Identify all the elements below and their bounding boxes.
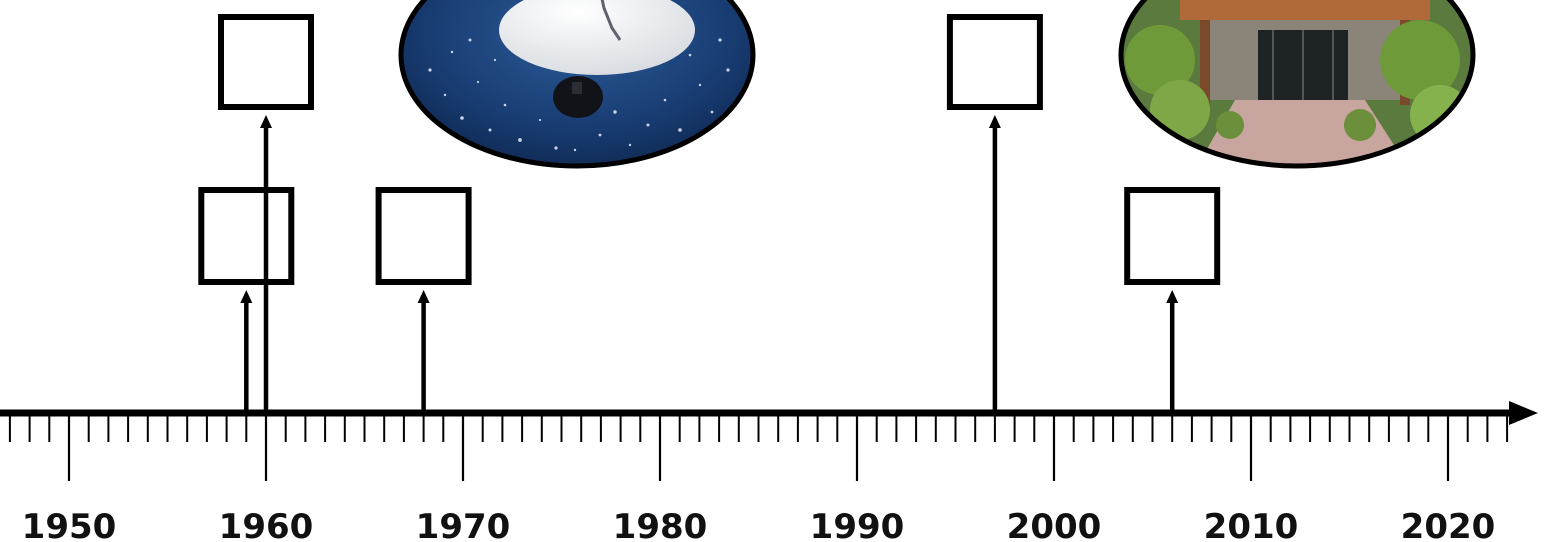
year-label-1990: 1990	[810, 507, 905, 542]
year-label-1960: 1960	[219, 507, 314, 542]
year-label-1970: 1970	[416, 507, 511, 542]
event-1997-box	[946, 14, 1043, 110]
event-1959-arrowhead	[240, 290, 253, 303]
building-photo	[1118, 0, 1476, 169]
year-label-1950: 1950	[22, 507, 117, 542]
event-1960	[218, 14, 314, 411]
event-1968	[375, 187, 472, 411]
year-label-1980: 1980	[613, 507, 708, 542]
event-1960-arrowhead	[260, 115, 272, 128]
event-1997	[946, 14, 1043, 411]
event-2006-box	[1124, 187, 1221, 285]
year-label-2020: 2020	[1401, 507, 1496, 542]
event-1968-arrowhead	[417, 290, 430, 303]
year-label-2000: 2000	[1007, 507, 1102, 542]
event-1959	[198, 187, 295, 411]
buoy-photo	[398, 0, 756, 169]
event-1960-box	[218, 14, 314, 110]
time-axis: 1950 1960 1970 1980 1990 2000 2010 2020	[0, 401, 1538, 542]
axis-arrowhead	[1509, 401, 1538, 425]
event-2006	[1124, 187, 1221, 411]
year-label-2010: 2010	[1204, 507, 1299, 542]
event-1997-arrowhead	[988, 115, 1001, 128]
event-2006-arrowhead	[1166, 290, 1179, 303]
event-1968-box	[375, 187, 472, 285]
event-1959-box	[198, 187, 295, 285]
